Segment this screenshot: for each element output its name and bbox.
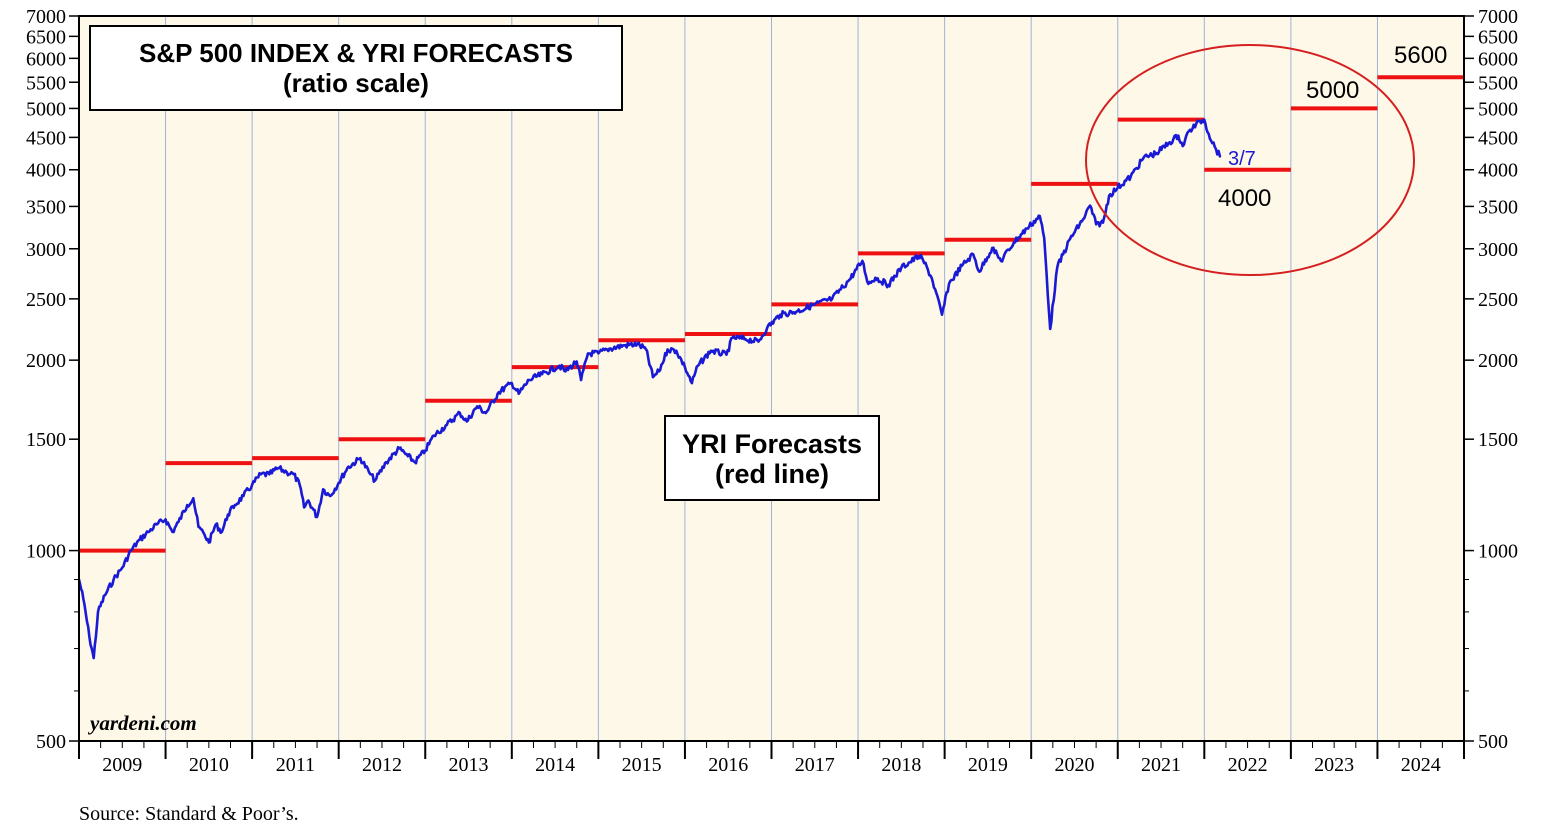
grid-lines bbox=[165, 16, 1378, 741]
y-tick-label-left: 2500 bbox=[26, 289, 66, 311]
legend-box-frame bbox=[664, 415, 880, 501]
y-tick-label-left: 4500 bbox=[26, 127, 66, 149]
brand-watermark: yardeni.com bbox=[87, 711, 197, 735]
chart-title-box: S&P 500 INDEX & YRI FORECASTS (ratio sca… bbox=[89, 25, 623, 111]
x-tick-label: 2022 bbox=[1228, 754, 1268, 776]
y-tick-label-left: 5500 bbox=[26, 72, 66, 94]
x-tick-label: 2018 bbox=[881, 754, 921, 776]
x-tick-label: 2020 bbox=[1054, 754, 1094, 776]
y-tick-label-right: 7000 bbox=[1478, 6, 1518, 28]
x-tick-label: 2021 bbox=[1141, 754, 1181, 776]
forecast-2022-label: 4000 bbox=[1218, 185, 1271, 212]
x-tick-label: 2014 bbox=[535, 754, 575, 776]
y-tick-label-left: 7000 bbox=[26, 6, 66, 28]
forecast-2023-label: 5000 bbox=[1306, 77, 1359, 104]
x-tick-label: 2019 bbox=[968, 754, 1008, 776]
index-series bbox=[77, 118, 1222, 660]
forecast-legend-box: YRI Forecasts (red line) bbox=[664, 415, 880, 501]
y-tick-label-left: 3500 bbox=[26, 196, 66, 218]
y-tick-label-left: 5000 bbox=[26, 98, 66, 120]
y-tick-label-left: 6500 bbox=[26, 26, 66, 48]
y-tick-label-right: 4000 bbox=[1478, 160, 1518, 182]
x-tick-label: 2023 bbox=[1314, 754, 1354, 776]
source-note: Source: Standard & Poor’s. bbox=[79, 803, 299, 825]
x-tick-label: 2015 bbox=[622, 754, 662, 776]
y-tick-label-left: 4000 bbox=[26, 160, 66, 182]
y-tick-label-right: 1000 bbox=[1478, 541, 1518, 563]
y-tick-label-left: 1000 bbox=[26, 541, 66, 563]
y-tick-label-left: 6000 bbox=[26, 48, 66, 70]
x-tick-label: 2024 bbox=[1401, 754, 1441, 776]
last-date-label: 3/7 bbox=[1228, 148, 1256, 170]
chart-subtitle: (ratio scale) bbox=[283, 68, 429, 98]
y-tick-label-left: 500 bbox=[36, 731, 66, 753]
y-tick-label-right: 5000 bbox=[1478, 98, 1518, 120]
y-tick-label-right: 1500 bbox=[1478, 429, 1518, 451]
y-tick-label-left: 2000 bbox=[26, 350, 66, 372]
plot-frame bbox=[78, 15, 1465, 742]
highlight-ellipse bbox=[1085, 44, 1415, 276]
x-tick-label: 2016 bbox=[708, 754, 748, 776]
x-tick-label: 2009 bbox=[102, 754, 142, 776]
legend-line-1: YRI Forecasts bbox=[682, 429, 862, 459]
y-tick-label-right: 2000 bbox=[1478, 350, 1518, 372]
x-tick-label: 2010 bbox=[189, 754, 229, 776]
sp500-index-line bbox=[77, 118, 1222, 660]
forecast-series bbox=[79, 75, 1464, 553]
y-tick-label-right: 3500 bbox=[1478, 196, 1518, 218]
y-tick-label-right: 2500 bbox=[1478, 289, 1518, 311]
y-axis-right: 500 1000 1500 2000 2500 3000 3500 4000 4500 5000 5… bbox=[1464, 6, 1518, 753]
x-tick-label: 2017 bbox=[795, 754, 835, 776]
x-tick-label: 2011 bbox=[276, 754, 315, 776]
forecast-2024-label: 5600 bbox=[1394, 42, 1447, 69]
y-tick-label-right: 4500 bbox=[1478, 127, 1518, 149]
y-tick-label-left: 1500 bbox=[26, 429, 66, 451]
x-tick-label: 2013 bbox=[449, 754, 489, 776]
y-tick-label-right: 6500 bbox=[1478, 26, 1518, 48]
x-tick-label: 2012 bbox=[362, 754, 402, 776]
y-tick-label-right: 500 bbox=[1478, 731, 1508, 753]
legend-line-2: (red line) bbox=[715, 459, 829, 489]
y-tick-label-right: 6000 bbox=[1478, 48, 1518, 70]
x-axis: 2009 2010 2011 2012 2013 2014 2015 2016 2017 2018… bbox=[78, 741, 1465, 776]
y-tick-label-right: 3000 bbox=[1478, 239, 1518, 261]
chart-title: S&P 500 INDEX & YRI FORECASTS bbox=[139, 38, 573, 68]
y-tick-label-right: 5500 bbox=[1478, 72, 1518, 94]
y-tick-label-left: 3000 bbox=[26, 239, 66, 261]
title-box-frame bbox=[89, 25, 623, 111]
y-axis-left: 500 1000 1500 2000 2500 3000 3500 4000 4500 5000 5… bbox=[26, 6, 79, 753]
